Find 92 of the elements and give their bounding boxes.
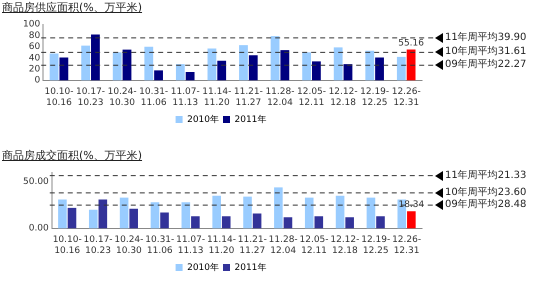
bar [160, 212, 169, 228]
bar [304, 198, 314, 228]
x-tick-label: 12.12-12.18 [330, 235, 360, 256]
bar [280, 50, 290, 80]
x-tick-label: 11.28-12.04 [265, 87, 294, 108]
y-tick-label: 40 [28, 53, 40, 64]
bar [239, 45, 248, 80]
x-tick-label: 12.12-12.18 [328, 87, 358, 108]
x-tick-label: 10.24-10.30 [108, 87, 137, 108]
chart-title: 商品房成交面积(%、万平米) [1, 148, 144, 164]
x-tick-label: 12.26-12.31 [392, 87, 421, 108]
x-tick-label: 10.10-10.16 [44, 87, 74, 108]
ref-line-label: 10年周平均31.61 [445, 45, 526, 59]
bar [91, 34, 100, 80]
bar [217, 60, 226, 80]
bar [336, 196, 344, 228]
bar [186, 72, 195, 80]
bar [112, 52, 122, 80]
bar [406, 50, 416, 80]
x-tick-label: 10.10-10.16 [52, 235, 82, 256]
x-tick-label: 12.05-12.11 [297, 87, 326, 108]
bar [212, 196, 221, 228]
bar [284, 217, 292, 228]
bar [345, 217, 354, 228]
y-tick-label: 80 [28, 30, 40, 41]
bar [208, 48, 216, 80]
ref-line-label: 11年周平均21.33 [445, 168, 526, 183]
bar [182, 202, 190, 228]
ref-line-label: 10年周平均23.60 [445, 186, 526, 199]
bar [222, 216, 231, 228]
legend-label: 2010年 [187, 262, 219, 273]
x-tick-label: 10.31-11.06 [145, 235, 174, 256]
bar [176, 64, 185, 80]
bar [154, 70, 163, 80]
x-tick-label: 11.14-11.20 [206, 235, 236, 256]
bar [120, 198, 128, 228]
bar [396, 56, 406, 80]
x-tick-label: 12.26-12.31 [392, 235, 422, 256]
bar [366, 198, 376, 228]
bar [407, 211, 416, 228]
bar [58, 199, 67, 228]
x-tick-label: 11.07-11.13 [176, 235, 206, 256]
bar [312, 61, 321, 80]
bar [270, 36, 280, 80]
x-tick-label: 11.14-11.20 [202, 87, 232, 108]
bar [243, 196, 252, 228]
y-tick-label: 60 [28, 42, 40, 52]
x-tick-label: 12.05-12.11 [300, 235, 329, 256]
bar [68, 208, 76, 228]
bar [248, 55, 258, 80]
y-tick-label: 50.00 [23, 177, 50, 188]
bar [81, 46, 90, 80]
bar [59, 57, 68, 80]
x-tick-label: 10.31-11.06 [139, 87, 168, 108]
y-tick-label: 0.00 [28, 224, 50, 234]
bar [334, 47, 343, 80]
bar [88, 210, 98, 228]
x-tick-label: 10.17-10.23 [84, 235, 113, 256]
bar [129, 208, 138, 228]
legend-label: 2011年 [234, 262, 266, 273]
y-tick-label: 20 [28, 64, 40, 75]
bar [122, 50, 132, 80]
legend-label: 2011年 [234, 114, 266, 125]
bar [252, 213, 262, 228]
legend-label: 2010年 [187, 114, 219, 125]
bar [274, 187, 283, 228]
y-tick-label: 100 [22, 20, 40, 30]
bar [365, 50, 374, 80]
chart-title: 商品房供应面积(%、万平米) [1, 0, 144, 16]
bar [314, 216, 324, 228]
bar [191, 216, 200, 228]
x-tick-label: 10.17-10.23 [76, 87, 106, 108]
bar [375, 57, 384, 80]
x-tick-label: 12.19-12.25 [361, 235, 390, 256]
bar [344, 64, 352, 80]
bar [98, 199, 108, 228]
bar [302, 52, 312, 80]
x-tick-label: 12.19-12.25 [360, 87, 390, 108]
ref-line-label: 11年周平均39.90 [445, 30, 526, 45]
x-tick-label: 10.24-10.30 [114, 235, 144, 256]
data-label: 55.16 [398, 38, 424, 48]
x-tick-label: 11.07-11.13 [170, 87, 200, 108]
x-tick-label: 11.21-11.27 [238, 235, 267, 256]
bar [144, 46, 154, 80]
bar [150, 202, 160, 228]
x-tick-label: 11.28-12.04 [268, 235, 298, 256]
ref-line-label: 09年周平均22.27 [445, 58, 526, 72]
y-tick-label: 0 [34, 76, 40, 86]
ref-line-label: 09年周平均28.48 [445, 198, 526, 212]
bar [376, 216, 385, 228]
bar [50, 54, 58, 80]
x-tick-label: 11.21-11.27 [234, 87, 263, 108]
